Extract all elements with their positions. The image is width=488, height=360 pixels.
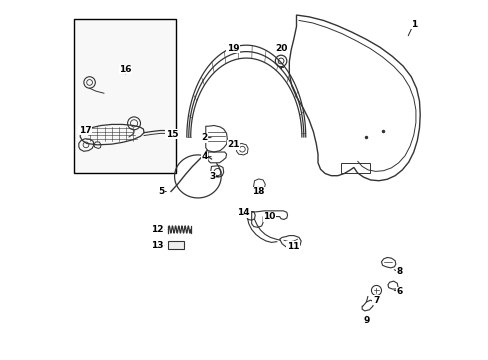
Text: 20: 20: [274, 44, 286, 53]
Text: 3: 3: [209, 172, 215, 181]
Text: 7: 7: [372, 296, 379, 305]
Text: 15: 15: [165, 130, 178, 139]
Text: 6: 6: [395, 287, 402, 296]
Bar: [74, 19, 176, 173]
Text: 16: 16: [119, 65, 131, 74]
Bar: [341, 163, 369, 173]
Text: 11: 11: [286, 242, 299, 251]
Text: 12: 12: [151, 225, 163, 234]
Text: 21: 21: [227, 140, 240, 149]
Bar: [168, 241, 183, 249]
Text: 8: 8: [395, 267, 402, 276]
Text: 19: 19: [226, 44, 239, 53]
Text: 1: 1: [410, 19, 416, 28]
Text: 4: 4: [201, 152, 207, 161]
Text: 5: 5: [158, 187, 164, 196]
Text: 10: 10: [263, 212, 275, 221]
Text: 17: 17: [79, 126, 91, 135]
Text: 14: 14: [237, 208, 249, 217]
Text: 2: 2: [201, 133, 207, 142]
Text: 18: 18: [251, 187, 264, 196]
Text: 9: 9: [363, 316, 369, 325]
Text: 13: 13: [151, 241, 163, 250]
